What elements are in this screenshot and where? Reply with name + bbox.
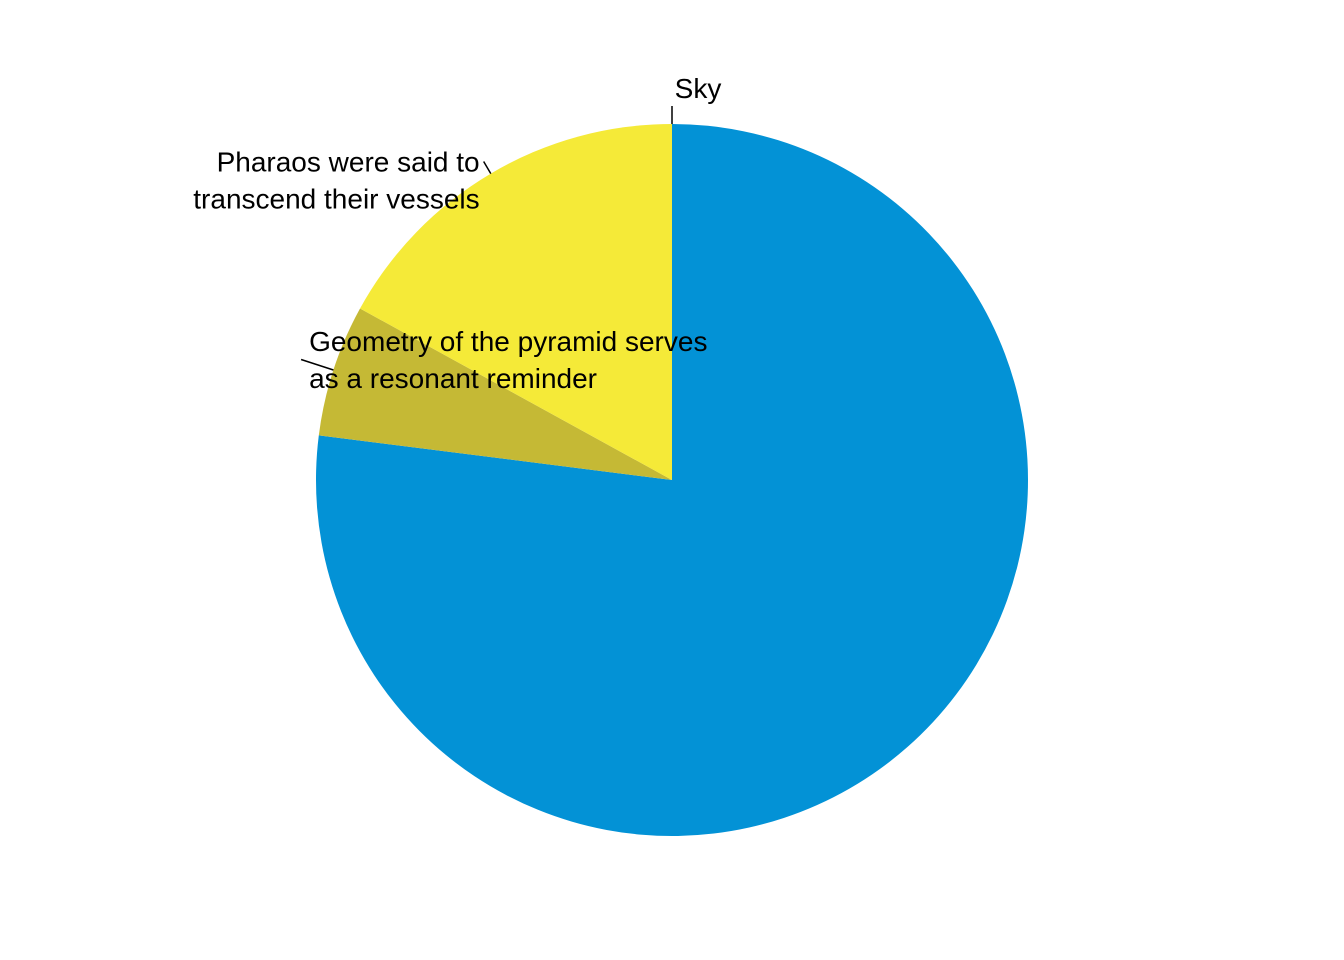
slice-label-2-line-1: transcend their vessels bbox=[193, 184, 479, 215]
label-leader-1 bbox=[300, 358, 334, 371]
labels-layer: Sky Geometry of the pyramid serves as a re… bbox=[193, 73, 721, 394]
pie-slice-1 bbox=[318, 308, 672, 480]
pie-slice-0 bbox=[316, 124, 1029, 837]
slice-label-1-line-1: as a resonant reminder bbox=[309, 363, 597, 394]
slice-label-2-line-0: Pharaos were said to bbox=[217, 147, 480, 178]
pie-slice-2 bbox=[360, 124, 672, 480]
slices-layer bbox=[316, 124, 1029, 837]
slice-label-1: Geometry of the pyramid serves as a reson… bbox=[309, 326, 707, 394]
label-leader-2 bbox=[483, 161, 492, 174]
slice-label-0-line-0: Sky bbox=[675, 73, 722, 104]
slice-label-2: Pharaos were said to transcend their vess… bbox=[193, 147, 479, 215]
slice-label-1-line-0: Geometry of the pyramid serves bbox=[309, 326, 707, 357]
slice-label-0: Sky bbox=[675, 73, 722, 104]
